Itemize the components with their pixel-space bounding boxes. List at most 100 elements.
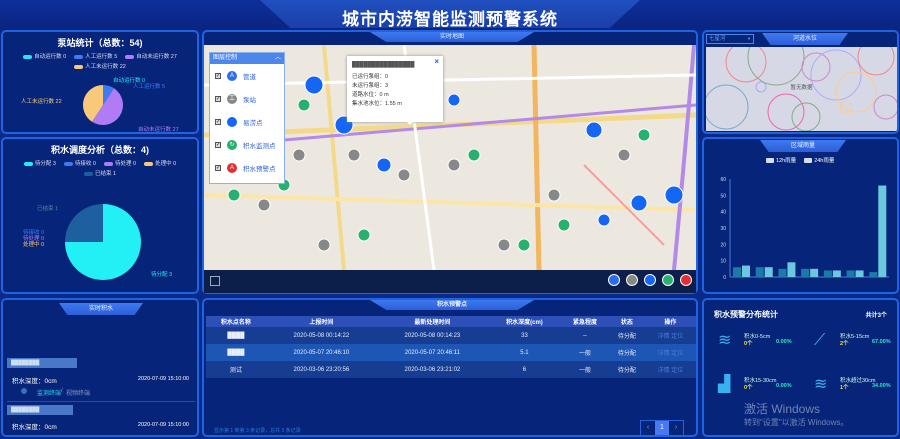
bar[interactable] bbox=[733, 267, 741, 277]
collapse-icon[interactable]: ︿ bbox=[274, 55, 281, 61]
bar[interactable] bbox=[755, 267, 764, 277]
table-cell: 待分配 bbox=[617, 334, 636, 340]
map-tab[interactable]: 实时地图 bbox=[370, 32, 534, 42]
map-marker[interactable] bbox=[517, 238, 531, 252]
map-legend-pin-icon[interactable] bbox=[626, 274, 638, 286]
legend-item[interactable]: 已结束 1 bbox=[83, 169, 116, 177]
bar[interactable] bbox=[778, 268, 787, 277]
legend-24h[interactable]: 24h雨量 bbox=[804, 156, 834, 164]
table-cell: 测试 bbox=[229, 368, 242, 374]
legend-item[interactable]: 处理中 0 bbox=[144, 159, 176, 167]
map-road bbox=[204, 73, 696, 87]
rain-tab[interactable]: 区域雨量 bbox=[760, 140, 846, 152]
monitor-terminal-link[interactable]: 监测终端 bbox=[37, 391, 62, 397]
map-canvas[interactable] bbox=[204, 45, 696, 270]
table-row[interactable]: ████ 2020-05-08 00:14:22 2020-05-08 00:14:… bbox=[206, 327, 696, 344]
bar[interactable] bbox=[787, 262, 796, 277]
map-marker[interactable] bbox=[292, 148, 306, 162]
warning-tab[interactable]: 积水预警点 bbox=[370, 300, 534, 310]
next-page-button[interactable]: › bbox=[674, 424, 678, 431]
map-popup: × ████████████████ 已运行泵组：0 未运行泵组：3 道路水位：0 … bbox=[347, 56, 443, 125]
page-1-button[interactable]: 1 bbox=[655, 421, 669, 435]
map-marker[interactable] bbox=[257, 198, 271, 212]
close-icon[interactable]: × bbox=[434, 57, 439, 66]
map-marker[interactable] bbox=[304, 75, 324, 95]
map-marker[interactable] bbox=[317, 238, 331, 252]
layer-toggle[interactable]: ✓ ↻ 积水监测点 bbox=[210, 133, 284, 156]
prev-page-button[interactable]: ‹ bbox=[646, 424, 650, 431]
map-marker[interactable] bbox=[447, 93, 461, 107]
bar[interactable] bbox=[855, 270, 864, 277]
bar[interactable] bbox=[764, 267, 773, 277]
video-terminal-link[interactable]: 视频终端 bbox=[66, 391, 91, 397]
distribution-item: ▟ 积水15-30cm 0个 0.00% bbox=[718, 376, 808, 396]
map-legend-pin-icon[interactable] bbox=[608, 274, 620, 286]
row-actions[interactable]: 详情 定位 bbox=[657, 368, 684, 374]
pie-slice[interactable] bbox=[65, 204, 103, 242]
layer-toggle[interactable]: ✓ A 积水预警点 bbox=[210, 156, 284, 179]
layers-icon: ≋ bbox=[718, 332, 732, 349]
checkbox[interactable]: ✓ bbox=[215, 164, 221, 171]
map-road bbox=[322, 45, 346, 270]
table-cell: 待分配 bbox=[617, 368, 636, 374]
river-select[interactable]: 七星河 ▼ bbox=[706, 34, 754, 44]
pie-slice[interactable] bbox=[83, 85, 103, 122]
layer-toggle[interactable]: ✓ 易涝点 bbox=[210, 110, 284, 133]
map-marker[interactable] bbox=[630, 194, 648, 212]
map-marker[interactable] bbox=[557, 218, 571, 232]
fullscreen-icon[interactable] bbox=[210, 276, 220, 286]
map-marker[interactable] bbox=[357, 228, 371, 242]
checkbox[interactable]: ✓ bbox=[215, 95, 221, 102]
pie-slice[interactable] bbox=[92, 88, 123, 125]
table-row[interactable]: ████ 2020-05-07 20:46:10 2020-05-07 20:46:… bbox=[206, 344, 696, 361]
legend-item[interactable]: 待接收 0 bbox=[63, 159, 96, 167]
pie-slice[interactable] bbox=[103, 85, 114, 105]
legend-item[interactable]: 人工运行数 5 bbox=[74, 52, 117, 60]
layer-toggle[interactable]: ✓ 工泵站 bbox=[210, 87, 284, 110]
row-actions[interactable]: 详情 定位 bbox=[657, 334, 684, 340]
map-legend-pin-icon[interactable] bbox=[662, 274, 674, 286]
map-marker[interactable] bbox=[637, 128, 651, 142]
checkbox[interactable]: ✓ bbox=[215, 72, 221, 79]
map-marker[interactable] bbox=[617, 148, 631, 162]
river-tab[interactable]: 河道水位 bbox=[762, 33, 848, 45]
legend-item[interactable]: 人工未运行数 22 bbox=[74, 62, 126, 70]
layer-toggle[interactable]: ✓ A 管道 bbox=[210, 64, 284, 87]
bar[interactable] bbox=[846, 270, 855, 277]
bar[interactable] bbox=[878, 185, 887, 277]
map-road bbox=[531, 45, 542, 270]
legend-item[interactable]: 自动未运行数 27 bbox=[125, 52, 177, 60]
bar[interactable] bbox=[742, 265, 750, 277]
checkbox[interactable]: ✓ bbox=[215, 118, 221, 125]
realtime-tab[interactable]: 实时积水 bbox=[59, 303, 143, 315]
table-row[interactable]: 测试 2020-03-06 23:20:56 2020-03-06 23:21:02… bbox=[206, 361, 696, 378]
checkbox[interactable]: ✓ bbox=[215, 141, 221, 148]
map-marker[interactable] bbox=[347, 148, 361, 162]
legend-item[interactable]: 待分配 3 bbox=[23, 159, 56, 167]
layer-control-header[interactable]: 图层控制 ︿ bbox=[210, 53, 284, 64]
legend-item[interactable]: 自动运行数 0 bbox=[23, 52, 66, 60]
map-marker[interactable] bbox=[547, 188, 561, 202]
row-actions[interactable]: 详情 定位 bbox=[657, 351, 684, 357]
map-marker[interactable] bbox=[397, 168, 411, 182]
map-marker[interactable] bbox=[597, 213, 611, 227]
bar[interactable] bbox=[801, 268, 810, 277]
bar[interactable] bbox=[832, 270, 841, 277]
map-marker[interactable] bbox=[467, 148, 481, 162]
legend-item[interactable]: 待处理 0 bbox=[104, 159, 136, 167]
bar[interactable] bbox=[810, 268, 819, 277]
range-label: 积水5-15cm bbox=[840, 334, 870, 340]
legend-12h[interactable]: 12h雨量 bbox=[766, 156, 796, 164]
map-legend-pin-icon[interactable] bbox=[680, 274, 692, 286]
bar[interactable] bbox=[823, 270, 832, 277]
bar[interactable] bbox=[869, 272, 878, 277]
slice-label: 自动运行数 0 bbox=[113, 76, 145, 84]
map-marker[interactable] bbox=[227, 188, 241, 202]
map-marker[interactable] bbox=[664, 185, 684, 205]
map-legend-pin-icon[interactable] bbox=[644, 274, 656, 286]
map-marker[interactable] bbox=[376, 157, 392, 173]
map-marker[interactable] bbox=[585, 121, 603, 139]
map-marker[interactable] bbox=[447, 158, 461, 172]
map-marker[interactable] bbox=[297, 98, 311, 112]
map-marker[interactable] bbox=[497, 238, 511, 252]
